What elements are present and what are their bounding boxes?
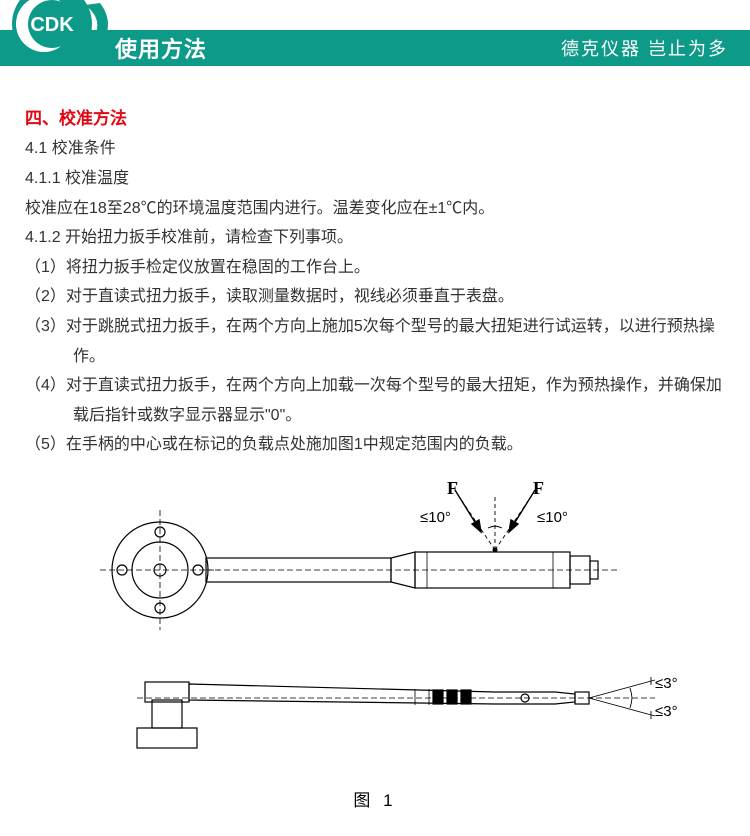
figure-caption: 图 1 bbox=[353, 786, 396, 811]
figure-1-svg: F F ≤10° ≤10° bbox=[55, 480, 695, 780]
label-10deg-left: ≤10° bbox=[420, 509, 451, 526]
line-4-1: 4.1 校准条件 bbox=[25, 134, 725, 164]
line-4-1-1: 4.1.1 校准温度 bbox=[25, 164, 725, 194]
figure-1-zone: F F ≤10° ≤10° bbox=[0, 480, 750, 811]
label-F-right: F bbox=[533, 480, 544, 498]
header-title: 使用方法 bbox=[115, 32, 207, 64]
check-item-1: （1）将扭力扳手检定仪放置在稳固的工作台上。 bbox=[25, 253, 725, 283]
side-view bbox=[137, 677, 655, 748]
label-3deg-bottom: ≤3° bbox=[655, 703, 678, 720]
check-item-3: （3）对于跳脱式扭力扳手，在两个方向上施加5次每个型号的最大扭矩进行试运转，以进… bbox=[25, 312, 725, 371]
header-subtitle: 德克仪器 岂止为多 bbox=[561, 35, 728, 61]
check-item-2: （2）对于直读式扭力扳手，读取测量数据时，视线必须垂直于表盘。 bbox=[25, 282, 725, 312]
label-3deg-top: ≤3° bbox=[655, 675, 678, 692]
section-title: 四、校准方法 bbox=[25, 103, 725, 134]
check-item-4: （4）对于直读式扭力扳手，在两个方向上加载一次每个型号的最大扭矩，作为预热操作，… bbox=[25, 371, 725, 430]
top-view bbox=[100, 510, 617, 630]
check-item-5: （5）在手柄的中心或在标记的负载点处施加图1中规定范围内的负载。 bbox=[25, 430, 725, 460]
label-10deg-right: ≤10° bbox=[537, 509, 568, 526]
label-F-left: F bbox=[447, 480, 458, 498]
content-body: 四、校准方法 4.1 校准条件 4.1.1 校准温度 校准应在18至28℃的环境… bbox=[0, 68, 750, 470]
force-arrows-top bbox=[455, 490, 535, 552]
cdk-logo-svg: CDK bbox=[0, 0, 108, 70]
header-green-band: 使用方法 德克仪器 岂止为多 bbox=[0, 30, 750, 66]
logo-text: CDK bbox=[30, 14, 74, 36]
header-bar: 使用方法 德克仪器 岂止为多 CDK bbox=[0, 0, 750, 68]
cdk-logo: CDK bbox=[0, 0, 100, 68]
line-4-1-2: 4.1.2 开始扭力扳手校准前，请检查下列事项。 bbox=[25, 223, 725, 253]
line-temp-range: 校准应在18至28℃的环境温度范围内进行。温差变化应在±1℃内。 bbox=[25, 194, 725, 224]
